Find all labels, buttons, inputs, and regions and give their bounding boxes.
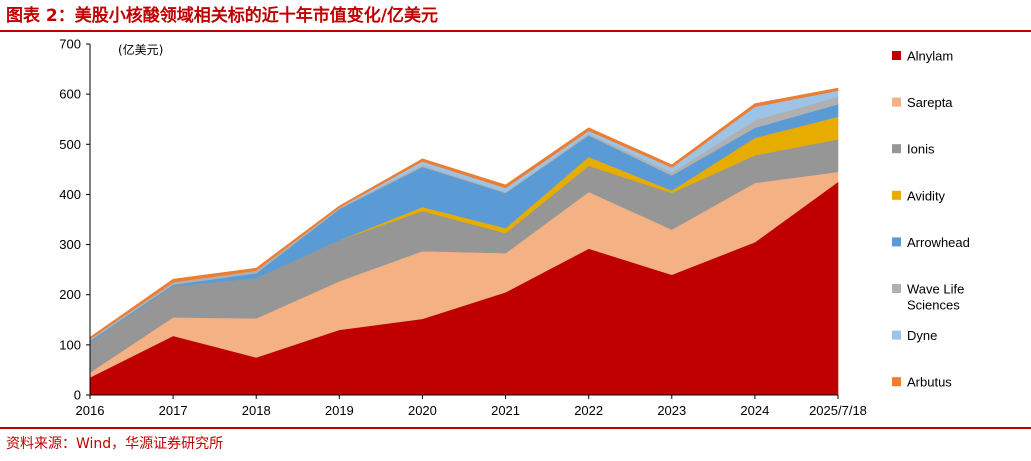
- legend-label-wave-life-sciences: Sciences: [907, 298, 960, 313]
- x-tick-label: 2019: [325, 403, 354, 418]
- unit-label: (亿美元): [118, 42, 163, 57]
- area-layers: [89, 87, 839, 396]
- legend-swatch-avidity: [892, 190, 901, 200]
- x-tick-label: 2017: [159, 403, 188, 418]
- legend-swatch-sarepta: [892, 97, 901, 107]
- legend-swatch-alnylam: [892, 51, 901, 60]
- y-tick-label: 700: [59, 37, 81, 52]
- legend-label-dyne: Dyne: [907, 328, 937, 343]
- x-axis-ticks: 2016 2017 2018 2019 2020 2021 2022 2023 2024 2025…: [76, 395, 867, 418]
- x-tick-label: 2018: [242, 403, 271, 418]
- x-tick-label: 2016: [76, 403, 105, 418]
- x-tick-label: 2020: [408, 403, 437, 418]
- legend-label-wave-life-sciences: Wave Life: [907, 282, 964, 297]
- y-tick-label: 600: [59, 87, 81, 102]
- legend-swatch-arbutus: [892, 377, 901, 387]
- area-arbutus: [89, 87, 839, 340]
- legend-swatch-dyne: [892, 330, 901, 340]
- footer-divider: [0, 427, 1031, 429]
- y-axis-ticks: 0 100 200 300 400 500 600 700: [59, 37, 90, 403]
- legend-label-arrowhead: Arrowhead: [907, 235, 970, 250]
- x-tick-label: 2022: [574, 403, 603, 418]
- legend-label-sarepta: Sarepta: [907, 95, 953, 110]
- legend-swatch-wave-life-sciences: [892, 284, 901, 293]
- y-tick-label: 500: [59, 137, 81, 152]
- title-divider: [0, 30, 1031, 32]
- legend-label-ionis: Ionis: [907, 142, 935, 157]
- source-note: 资料来源：Wind，华源证券研究所: [6, 436, 224, 452]
- legend: Alnylam Sarepta Ionis Avidity Arrowhead Wave …: [892, 49, 970, 390]
- legend-swatch-ionis: [892, 144, 901, 154]
- x-tick-label: 2025/7/18: [809, 403, 867, 418]
- x-tick-label: 2023: [657, 403, 686, 418]
- y-tick-label: 200: [59, 287, 81, 302]
- legend-swatch-arrowhead: [892, 237, 901, 247]
- y-tick-label: 400: [59, 187, 81, 202]
- legend-label-avidity: Avidity: [907, 188, 946, 203]
- legend-label-arbutus: Arbutus: [907, 375, 952, 390]
- x-tick-label: 2021: [491, 403, 520, 418]
- y-tick-label: 300: [59, 237, 81, 252]
- chart-title: 图表 2：美股小核酸领域相关标的近十年市值变化/亿美元: [6, 6, 438, 26]
- y-tick-label: 0: [74, 388, 81, 403]
- legend-label-alnylam: Alnylam: [907, 49, 953, 64]
- x-tick-label: 2024: [740, 403, 769, 418]
- y-tick-label: 100: [59, 337, 81, 352]
